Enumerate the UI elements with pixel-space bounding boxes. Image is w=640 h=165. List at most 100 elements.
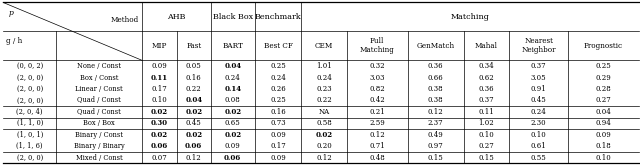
Text: 0.02: 0.02	[151, 108, 168, 116]
Text: 0.27: 0.27	[479, 142, 494, 150]
Text: (1, 0, 1): (1, 0, 1)	[17, 131, 43, 139]
Text: CEM: CEM	[315, 42, 333, 50]
Text: 0.94: 0.94	[596, 119, 611, 127]
Text: 0.36: 0.36	[428, 62, 444, 70]
Text: p: p	[8, 9, 13, 17]
Text: 0.24: 0.24	[225, 74, 241, 82]
Text: 2.30: 2.30	[531, 119, 547, 127]
Text: 0.02: 0.02	[185, 108, 202, 116]
Text: MIP: MIP	[152, 42, 167, 50]
Text: 2.59: 2.59	[369, 119, 385, 127]
Text: (2, 0, 4): (2, 0, 4)	[17, 108, 43, 116]
Text: 3.05: 3.05	[531, 74, 547, 82]
Text: 0.09: 0.09	[270, 154, 286, 162]
Text: Nearest
Neighbor: Nearest Neighbor	[522, 37, 556, 54]
Text: 0.24: 0.24	[316, 74, 332, 82]
Text: Black Box: Black Box	[212, 13, 253, 21]
Text: 0.12: 0.12	[428, 108, 444, 116]
Text: (0, 0, 2): (0, 0, 2)	[17, 62, 43, 70]
Text: 0.16: 0.16	[186, 74, 202, 82]
Text: 0.11: 0.11	[479, 108, 494, 116]
Text: 0.07: 0.07	[152, 154, 167, 162]
Text: Linear / Const: Linear / Const	[76, 85, 123, 93]
Text: Box / Const: Box / Const	[80, 74, 118, 82]
Text: 0.62: 0.62	[479, 74, 494, 82]
Text: (2, 0, 0): (2, 0, 0)	[17, 74, 43, 82]
Text: 0.09: 0.09	[596, 131, 611, 139]
Text: 0.71: 0.71	[369, 142, 385, 150]
Text: 0.82: 0.82	[369, 85, 385, 93]
Text: 0.11: 0.11	[151, 74, 168, 82]
Text: 0.10: 0.10	[152, 96, 167, 104]
Text: 0.24: 0.24	[531, 108, 547, 116]
Text: 0.24: 0.24	[270, 74, 286, 82]
Text: 0.14: 0.14	[224, 85, 241, 93]
Text: 1.01: 1.01	[316, 62, 332, 70]
Text: 0.04: 0.04	[596, 108, 611, 116]
Text: 0.04: 0.04	[185, 96, 202, 104]
Text: 0.02: 0.02	[185, 131, 202, 139]
Text: 0.27: 0.27	[596, 96, 611, 104]
Text: 0.61: 0.61	[531, 142, 547, 150]
Text: 0.32: 0.32	[369, 62, 385, 70]
Text: Fast: Fast	[186, 42, 202, 50]
Text: 0.38: 0.38	[428, 96, 444, 104]
Text: 0.97: 0.97	[428, 142, 444, 150]
Text: NA: NA	[319, 108, 330, 116]
Text: 0.06: 0.06	[185, 142, 202, 150]
Text: 0.02: 0.02	[224, 108, 241, 116]
Text: Benchmark: Benchmark	[255, 13, 301, 21]
Text: 0.06: 0.06	[151, 142, 168, 150]
Text: 0.73: 0.73	[270, 119, 286, 127]
Text: (2, 0, 0): (2, 0, 0)	[17, 96, 43, 104]
Text: 0.21: 0.21	[369, 108, 385, 116]
Text: Matching: Matching	[451, 13, 490, 21]
Text: 0.10: 0.10	[531, 131, 547, 139]
Text: 0.28: 0.28	[596, 85, 611, 93]
Text: 0.02: 0.02	[316, 131, 333, 139]
Text: 0.04: 0.04	[224, 62, 241, 70]
Text: Binary / Const: Binary / Const	[76, 131, 124, 139]
Text: 0.09: 0.09	[152, 62, 167, 70]
Text: 0.29: 0.29	[596, 74, 611, 82]
Text: (1, 1, 6): (1, 1, 6)	[17, 142, 43, 150]
Text: 0.09: 0.09	[270, 131, 286, 139]
Text: 0.22: 0.22	[186, 85, 202, 93]
Text: 0.20: 0.20	[316, 142, 332, 150]
Text: GenMatch: GenMatch	[417, 42, 455, 50]
Text: 0.12: 0.12	[369, 131, 385, 139]
Text: AHB: AHB	[167, 13, 186, 21]
Text: (1, 1, 0): (1, 1, 0)	[17, 119, 43, 127]
Text: 0.45: 0.45	[186, 119, 202, 127]
Text: 0.34: 0.34	[479, 62, 494, 70]
Text: 0.12: 0.12	[186, 154, 202, 162]
Text: 0.25: 0.25	[270, 62, 286, 70]
Text: 0.65: 0.65	[225, 119, 241, 127]
Text: Best CF: Best CF	[264, 42, 292, 50]
Text: 0.38: 0.38	[428, 85, 444, 93]
Text: Mixed / Const: Mixed / Const	[76, 154, 123, 162]
Text: 0.08: 0.08	[225, 96, 241, 104]
Text: None / Const: None / Const	[77, 62, 121, 70]
Text: Mahal: Mahal	[475, 42, 498, 50]
Text: 0.22: 0.22	[316, 96, 332, 104]
Text: 0.18: 0.18	[596, 142, 611, 150]
Text: 0.30: 0.30	[151, 119, 168, 127]
Text: 0.58: 0.58	[316, 119, 332, 127]
Text: (2, 0, 0): (2, 0, 0)	[17, 154, 43, 162]
Text: (2, 0, 0): (2, 0, 0)	[17, 85, 43, 93]
Text: Quad / Const: Quad / Const	[77, 108, 121, 116]
Text: 0.15: 0.15	[428, 154, 444, 162]
Text: 0.16: 0.16	[270, 108, 286, 116]
Text: BART: BART	[222, 42, 243, 50]
Text: 0.25: 0.25	[596, 62, 611, 70]
Text: Quad / Const: Quad / Const	[77, 96, 121, 104]
Text: 3.03: 3.03	[369, 74, 385, 82]
Text: 0.37: 0.37	[479, 96, 494, 104]
Text: 0.55: 0.55	[531, 154, 547, 162]
Text: Method: Method	[111, 16, 139, 24]
Text: 0.06: 0.06	[224, 154, 241, 162]
Text: Binary / Binary: Binary / Binary	[74, 142, 125, 150]
Text: Full
Matching: Full Matching	[360, 37, 395, 54]
Text: 0.25: 0.25	[270, 96, 286, 104]
